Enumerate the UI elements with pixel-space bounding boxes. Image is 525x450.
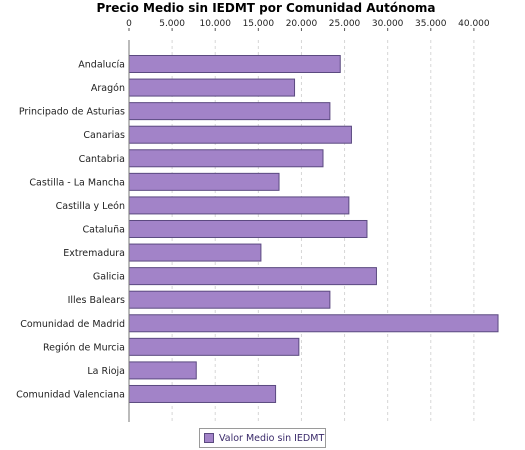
category-labels: Andalucía Aragón Principado de Asturias Can…	[16, 60, 125, 401]
x-tick-label: 5.000	[159, 19, 185, 29]
category-label: Comunidad Valenciana	[16, 389, 125, 400]
bar	[128, 219, 368, 238]
x-tick-label: 25.000	[329, 19, 361, 29]
bar	[128, 196, 350, 215]
bar	[128, 243, 262, 262]
bar	[128, 125, 352, 144]
bar	[128, 314, 499, 333]
bar	[128, 384, 277, 403]
bar	[128, 337, 300, 356]
bar	[128, 172, 280, 191]
legend-swatch	[204, 433, 214, 443]
category-label: Andalucía	[78, 60, 125, 71]
x-tick-label: 20.000	[286, 19, 318, 29]
category-label: Illes Balears	[68, 295, 125, 306]
bar	[128, 290, 331, 309]
category-label: Región de Murcia	[43, 342, 125, 353]
bar	[128, 361, 197, 380]
legend-label: Valor Medio sin IEDMT	[219, 432, 325, 444]
category-label: Canarias	[83, 130, 125, 141]
bar	[128, 78, 296, 97]
x-tick-label: 10.000	[199, 19, 231, 29]
bar	[128, 267, 377, 286]
legend: Valor Medio sin IEDMT	[199, 428, 326, 448]
x-tick-label: 15.000	[243, 19, 275, 29]
x-tick-label: 0	[126, 19, 132, 29]
category-label: Castilla y León	[56, 201, 125, 212]
x-axis-ticks: 0 5.000 10.000 15.000 20.000 25.000 30.000 35.0…	[126, 19, 490, 31]
category-label: Castilla - La Mancha	[29, 177, 125, 188]
category-label: Principado de Asturias	[19, 107, 125, 118]
category-label: Galicia	[93, 272, 125, 283]
x-tick-label: 30.000	[372, 19, 404, 29]
bar	[128, 102, 331, 121]
chart-title: Precio Medio sin IEDMT por Comunidad Aut…	[97, 1, 436, 15]
category-label: La Rioja	[87, 366, 125, 377]
x-tick-label: 35.000	[415, 19, 447, 29]
x-tick-label: 40.000	[458, 19, 490, 29]
bars	[128, 55, 499, 403]
category-label: Comunidad de Madrid	[20, 319, 125, 330]
category-label: Cantabria	[79, 154, 125, 165]
bar	[128, 149, 324, 168]
bar	[128, 55, 341, 73]
gridlines	[171, 40, 475, 422]
category-label: Extremadura	[63, 248, 125, 259]
category-label: Cataluña	[82, 224, 125, 235]
category-label: Aragón	[91, 83, 125, 94]
